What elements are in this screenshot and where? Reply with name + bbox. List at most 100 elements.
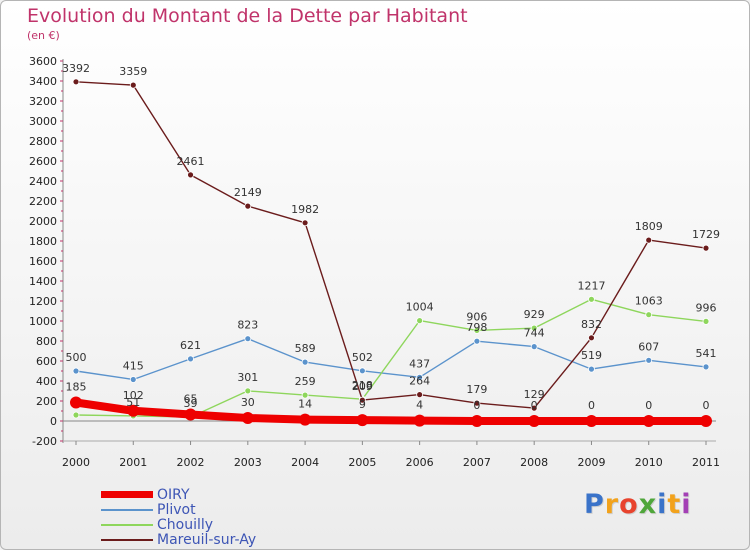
y-tick-label: 1800 [29, 235, 57, 248]
data-label: 519 [581, 349, 602, 362]
x-tick-label: 2007 [463, 456, 491, 469]
data-label: 1063 [635, 295, 663, 308]
y-tick-label: 800 [36, 335, 57, 348]
x-tick-label: 2004 [291, 456, 319, 469]
data-point [588, 334, 595, 342]
data-point [530, 343, 538, 351]
logo-letter: r [604, 489, 620, 520]
data-point [244, 335, 252, 343]
logo-letter: i [681, 489, 692, 520]
data-point [645, 356, 653, 364]
data-label: 1217 [577, 279, 605, 292]
data-point [473, 326, 481, 334]
data-label: 906 [466, 310, 487, 323]
logo-letter: o [619, 489, 639, 520]
legend-swatch-plivot [101, 509, 153, 511]
data-label: 823 [237, 319, 258, 332]
data-point [642, 415, 655, 427]
logo-letter: x [638, 489, 658, 520]
data-point [299, 413, 312, 426]
data-label: 607 [638, 340, 659, 353]
series-line-mareuil-sur-ay [75, 81, 707, 409]
data-point [358, 367, 366, 375]
data-point [72, 78, 80, 86]
data-point [244, 202, 252, 210]
data-point [700, 415, 712, 427]
data-point [473, 399, 481, 407]
y-tick-label: 3200 [29, 95, 57, 108]
data-point [530, 404, 538, 412]
data-label: 179 [466, 383, 487, 396]
logo-letter: P [584, 489, 605, 520]
data-point [70, 396, 82, 409]
data-point [588, 295, 595, 303]
data-point [129, 376, 137, 383]
data-point [645, 236, 653, 244]
y-tick-label: 1200 [29, 295, 57, 308]
data-label: 39 [184, 397, 198, 410]
y-tick-label: 3600 [29, 55, 57, 68]
x-tick-label: 2003 [234, 456, 262, 469]
data-label: 218 [352, 379, 373, 392]
series-line-oiry [72, 398, 710, 425]
series-line-plivot [75, 338, 707, 381]
data-point [244, 387, 252, 395]
y-tick-label: 2600 [29, 155, 57, 168]
data-point [301, 391, 309, 399]
legend-swatch-mareuil-sur-ay [101, 539, 153, 541]
data-label: 14 [298, 398, 312, 411]
data-label: 4 [416, 399, 423, 412]
data-point [585, 415, 598, 427]
data-label: 264 [409, 375, 430, 388]
data-label: 541 [696, 347, 717, 360]
data-label: 301 [237, 371, 258, 384]
y-tick-label: 2000 [29, 215, 57, 228]
data-point [356, 414, 369, 427]
chart-subtitle: (en €) [27, 29, 60, 42]
legend-label-plivot: Plivot [157, 502, 196, 518]
data-label: 929 [524, 308, 545, 321]
data-label: 30 [241, 396, 255, 409]
data-label: 437 [409, 357, 430, 370]
data-label: 621 [180, 339, 201, 352]
x-tick-label: 2001 [119, 456, 147, 469]
data-point [413, 414, 426, 427]
y-tick-label: 1600 [29, 255, 57, 268]
legend-swatch-chouilly [101, 524, 153, 526]
x-tick-label: 2009 [577, 456, 605, 469]
data-point [301, 358, 309, 366]
data-label: 259 [295, 375, 316, 388]
data-point [702, 363, 710, 371]
x-tick-label: 2008 [520, 456, 548, 469]
x-tick-label: 2005 [348, 456, 376, 469]
data-label: 3359 [119, 65, 147, 78]
x-tick-label: 2011 [692, 456, 720, 469]
data-label: 3392 [62, 62, 90, 75]
data-label: 65 [184, 393, 198, 406]
data-label: 1982 [291, 203, 319, 216]
data-label: 0 [588, 399, 595, 412]
data-point [184, 408, 197, 421]
data-point [702, 317, 710, 325]
chart-title: Evolution du Montant de la Dette par Hab… [27, 5, 468, 27]
data-point [129, 81, 137, 89]
data-label: 102 [123, 389, 144, 402]
y-tick-label: 2400 [29, 175, 57, 188]
data-point [358, 396, 366, 404]
data-point [645, 311, 653, 319]
data-point [416, 317, 424, 325]
data-label: 744 [524, 327, 545, 340]
data-label: 0 [531, 399, 538, 412]
data-point [702, 244, 710, 252]
y-tick-label: 0 [50, 415, 57, 428]
data-point [241, 412, 254, 424]
logo-letter: i [657, 489, 668, 520]
x-tick-label: 2010 [635, 456, 663, 469]
legend-label-mareuil-sur-ay: Mareuil-sur-Ay [157, 532, 257, 548]
data-label: 1729 [692, 228, 720, 241]
data-label: 996 [696, 301, 717, 314]
data-point [416, 373, 424, 381]
legend-swatch-oiry [101, 491, 153, 498]
legend-label-chouilly: Chouilly [157, 517, 214, 533]
